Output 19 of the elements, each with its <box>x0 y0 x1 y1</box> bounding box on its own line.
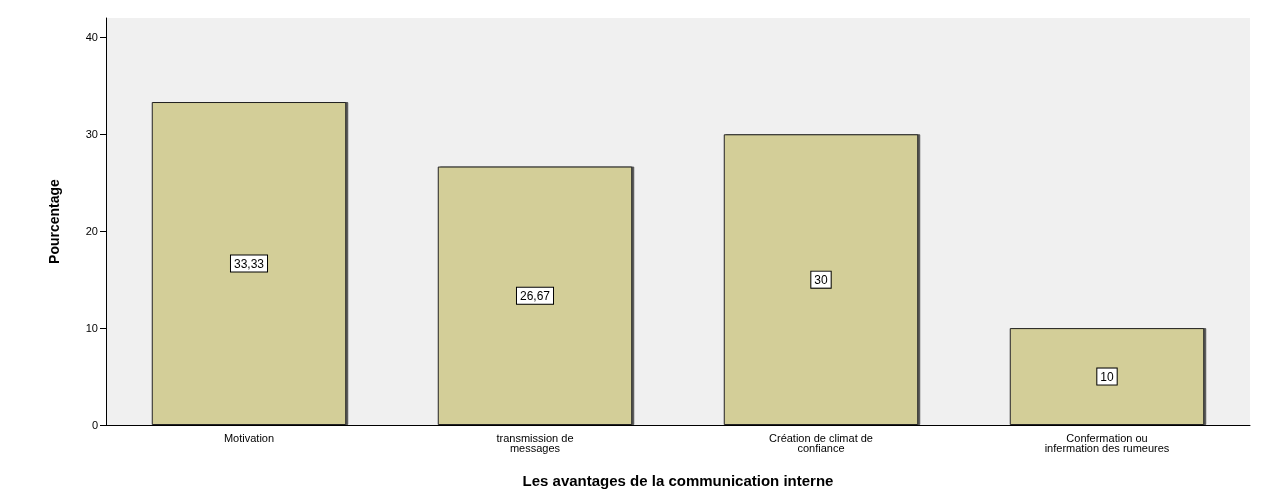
y-tick-label: 10 <box>85 322 98 335</box>
y-tick-label: 40 <box>85 31 98 44</box>
bar <box>151 102 347 425</box>
x-tick-label: Confermation ou infermation des rumeures <box>1044 432 1170 454</box>
bar <box>437 166 633 425</box>
bar <box>1009 328 1205 425</box>
x-tick-label: Motivation <box>223 432 275 444</box>
data-label: 33,33 <box>233 256 265 271</box>
y-axis-title: Pourcentage <box>46 178 62 264</box>
x-axis-title: Les avantages de la communication interne <box>522 472 834 489</box>
y-tick-label: 30 <box>85 128 98 141</box>
y-tick-label: 0 <box>91 419 98 431</box>
x-tick-label: transmission de messages <box>496 432 574 454</box>
data-label: 30 <box>814 272 828 287</box>
data-label: 10 <box>1100 369 1114 384</box>
y-tick-label: 20 <box>85 225 98 238</box>
data-label: 26,67 <box>519 288 551 303</box>
x-tick-label: Création de climat de confiance <box>769 432 873 454</box>
bar <box>723 134 919 425</box>
